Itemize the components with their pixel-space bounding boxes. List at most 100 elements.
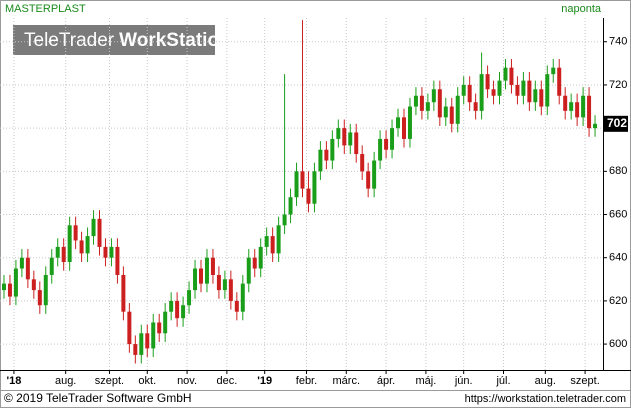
candle-body [61, 246, 66, 263]
candle-body [139, 333, 144, 355]
x-tick-label: febr. [296, 375, 317, 387]
candle-body [109, 246, 114, 258]
candle-body [133, 344, 138, 355]
candle-body [91, 218, 96, 237]
candle-body [473, 102, 478, 111]
url: https://workstation.teletrader.com [465, 393, 626, 405]
logo: TeleTrader WorkStation [24, 30, 231, 51]
candle-body [479, 74, 484, 111]
x-tick-label: júl. [495, 375, 510, 387]
candle-body [193, 268, 198, 291]
candle-body [181, 305, 186, 319]
candle-body [485, 74, 490, 90]
candle-body [407, 106, 412, 139]
candle-body [396, 117, 401, 129]
x-tick-label: okt. [138, 375, 156, 387]
candle-body [449, 106, 454, 124]
y-tick-label: 720 [609, 79, 627, 91]
candle-body [49, 257, 54, 275]
candle-body [545, 74, 550, 107]
candle-body [31, 279, 36, 291]
candle-body [163, 311, 168, 334]
x-tick-label: aug. [55, 375, 76, 387]
candle-body [593, 123, 598, 129]
candle-body [431, 89, 436, 103]
y-tick-label: 660 [609, 208, 627, 220]
copyright: © 2019 TeleTrader Software GmbH [4, 391, 192, 405]
candle-body [67, 225, 72, 263]
x-tick-label: dec. [216, 375, 237, 387]
candle-body [557, 67, 562, 96]
candle-body [1, 283, 6, 291]
candle-body [252, 257, 257, 269]
candle-body [300, 171, 305, 189]
logo-brand: TeleTrader [24, 30, 115, 51]
candle-body [306, 188, 311, 204]
x-tick-label: '19 [257, 375, 272, 387]
candle-body [187, 290, 192, 306]
candle-body [581, 95, 586, 118]
candle-body [97, 218, 102, 247]
candle-body [360, 154, 365, 172]
candle-body [246, 257, 251, 284]
last-price-box [604, 115, 628, 132]
candle-body [587, 95, 592, 129]
candle-body [264, 236, 269, 247]
candle-body [282, 214, 287, 226]
candle-body [437, 89, 442, 118]
candle-body [455, 95, 460, 124]
candle-body [390, 128, 395, 150]
candle-body [533, 89, 538, 103]
candle-body [169, 300, 174, 312]
y-tick-label: 680 [609, 165, 627, 177]
candle-body [378, 138, 383, 161]
candle-body [270, 236, 275, 254]
instrument: MASTERPLAST [5, 3, 86, 15]
candles [1, 20, 598, 364]
candle-body [294, 171, 299, 198]
candle-body [443, 106, 448, 118]
candle-body [210, 257, 215, 275]
candle-body [43, 274, 48, 306]
x-tick-label: márc. [333, 375, 361, 387]
last-price: 702 [607, 116, 627, 130]
candle-body [288, 197, 293, 215]
candle-body [19, 257, 24, 269]
candle-body [73, 225, 78, 241]
candle-body [199, 268, 203, 284]
candle-body [413, 95, 418, 107]
candle-body [366, 171, 371, 189]
candle-body [348, 132, 353, 146]
candle-body [276, 225, 281, 254]
candle-body [336, 128, 341, 139]
candle-body [372, 160, 377, 189]
candle-body [228, 279, 233, 301]
candle-body [7, 283, 12, 297]
x-tick-label: szept. [95, 375, 124, 387]
candle-body [318, 149, 323, 172]
candle-body [145, 333, 150, 349]
candle-body [575, 102, 580, 118]
candle-body [312, 171, 317, 204]
candle-body [539, 89, 544, 107]
candle-body [121, 274, 126, 312]
candle-body [324, 149, 329, 161]
candle-body [401, 117, 406, 139]
candle-body [222, 279, 227, 291]
x-tick-label: aug. [535, 375, 556, 387]
logo-product: WorkStation [119, 30, 231, 51]
candle-body [37, 290, 42, 306]
candle-body [503, 67, 508, 81]
candle-body [25, 257, 30, 280]
x-tick-label: ápr. [377, 375, 395, 387]
candle-body [342, 128, 347, 146]
x-tick-label: szept. [570, 375, 599, 387]
candle-body [569, 102, 574, 111]
y-tick-label: 740 [609, 36, 627, 48]
candle-body [509, 67, 514, 85]
candle-body [115, 246, 120, 275]
candle-body [527, 80, 532, 103]
y-tick-label: 640 [609, 252, 627, 264]
